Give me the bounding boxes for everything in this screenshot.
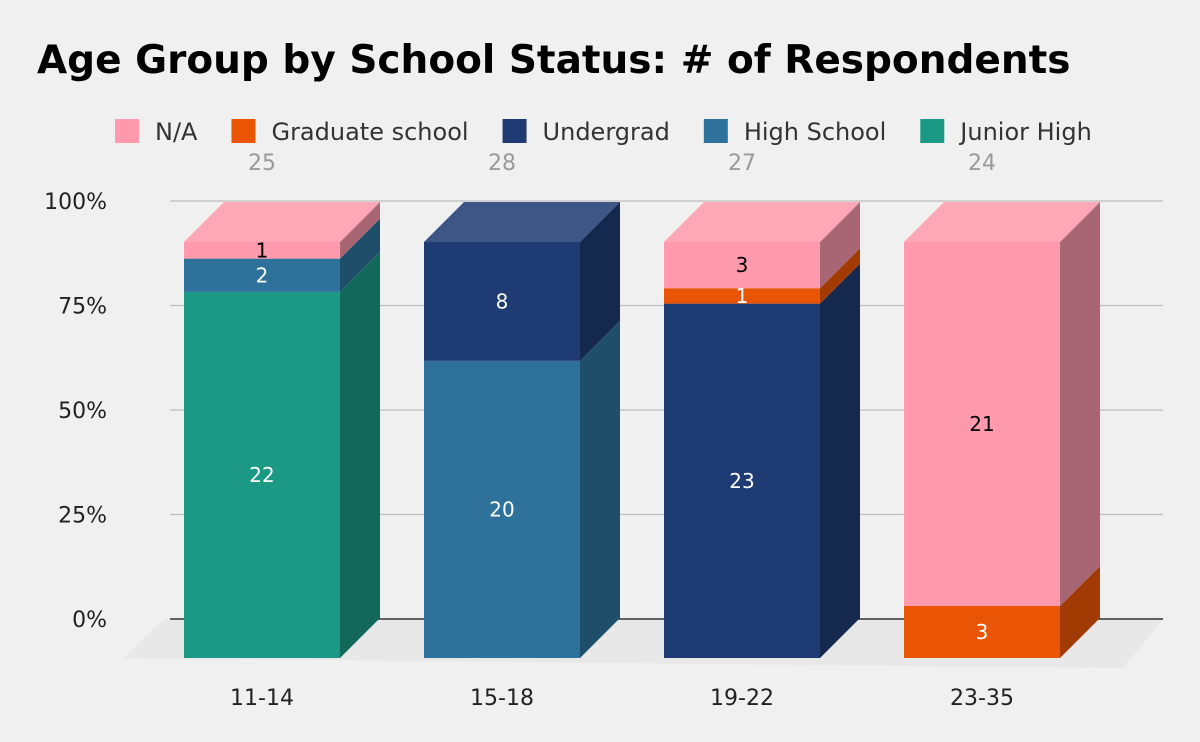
bar-segment bbox=[424, 242, 580, 361]
bar-total-label: 24 bbox=[968, 151, 996, 176]
data-label: 8 bbox=[496, 289, 509, 313]
x-tick-label: 15-18 bbox=[470, 686, 534, 711]
data-label: 1 bbox=[736, 284, 749, 308]
bar-segment bbox=[904, 242, 1060, 606]
bar-total-label: 27 bbox=[728, 151, 756, 176]
bar-total-label: 28 bbox=[488, 151, 516, 176]
x-tick-label: 19-22 bbox=[710, 686, 774, 711]
chart-title: Age Group by School Status: # of Respond… bbox=[37, 38, 1071, 83]
bar-side-face bbox=[820, 248, 860, 304]
legend-label: High School bbox=[744, 118, 886, 146]
data-label: 2 bbox=[256, 263, 269, 287]
legend-label: Undergrad bbox=[543, 118, 670, 146]
legend-label: Graduate school bbox=[271, 118, 468, 146]
data-label: 1 bbox=[256, 238, 269, 262]
bar-side-face bbox=[1060, 566, 1100, 658]
bar-side-face bbox=[580, 202, 620, 361]
y-tick-label: 50% bbox=[58, 399, 107, 424]
legend-swatch bbox=[703, 119, 728, 143]
data-label: 22 bbox=[249, 463, 274, 487]
bar-side-face bbox=[340, 251, 380, 659]
bar-top-face bbox=[184, 202, 380, 242]
y-tick-label: 75% bbox=[58, 295, 107, 320]
bar-top-face bbox=[424, 202, 620, 242]
bar-segment bbox=[664, 242, 820, 289]
y-tick-label: 100% bbox=[44, 190, 107, 215]
bar-segment bbox=[424, 360, 580, 658]
legend-swatch bbox=[920, 119, 945, 143]
bar-side-face bbox=[340, 218, 380, 292]
bar-side-face bbox=[820, 263, 860, 658]
x-tick-label: 23-35 bbox=[950, 686, 1014, 711]
floor-shadow bbox=[124, 619, 1163, 668]
bar-side-face bbox=[580, 320, 620, 658]
data-label: 3 bbox=[736, 253, 749, 277]
legend-swatch bbox=[231, 119, 256, 143]
legend-label: Junior High bbox=[958, 118, 1092, 146]
data-label: 21 bbox=[969, 412, 994, 436]
bar-total-label: 25 bbox=[248, 151, 276, 176]
bar-top-face bbox=[664, 202, 860, 242]
legend-swatch bbox=[115, 119, 139, 143]
bar-segment bbox=[184, 242, 340, 259]
legend-label: N/A bbox=[155, 118, 198, 146]
bar-segment bbox=[184, 258, 340, 292]
bar-side-face bbox=[340, 202, 380, 259]
data-label: 23 bbox=[729, 469, 754, 493]
bar-side-face bbox=[1060, 202, 1100, 606]
bar-segment bbox=[664, 288, 820, 304]
bar-segment bbox=[904, 606, 1060, 658]
y-tick-label: 0% bbox=[72, 608, 107, 633]
data-label: 20 bbox=[489, 497, 514, 521]
bar-segment bbox=[664, 303, 820, 658]
bar-top-face bbox=[904, 202, 1100, 242]
bar-side-face bbox=[820, 202, 860, 289]
legend-swatch bbox=[502, 119, 527, 143]
x-tick-label: 11-14 bbox=[230, 686, 294, 711]
y-tick-label: 25% bbox=[58, 504, 107, 529]
data-label: 3 bbox=[976, 620, 989, 644]
bar-segment bbox=[184, 291, 340, 658]
